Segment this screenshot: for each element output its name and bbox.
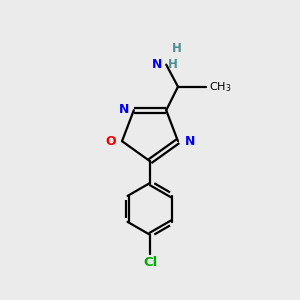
Text: N: N [119,103,129,116]
Text: N: N [152,58,162,71]
Text: N: N [184,135,195,148]
Text: Cl: Cl [143,256,157,269]
Text: H: H [172,42,182,55]
Text: O: O [105,135,116,148]
Text: CH$_3$: CH$_3$ [209,80,232,94]
Text: H: H [168,58,178,70]
